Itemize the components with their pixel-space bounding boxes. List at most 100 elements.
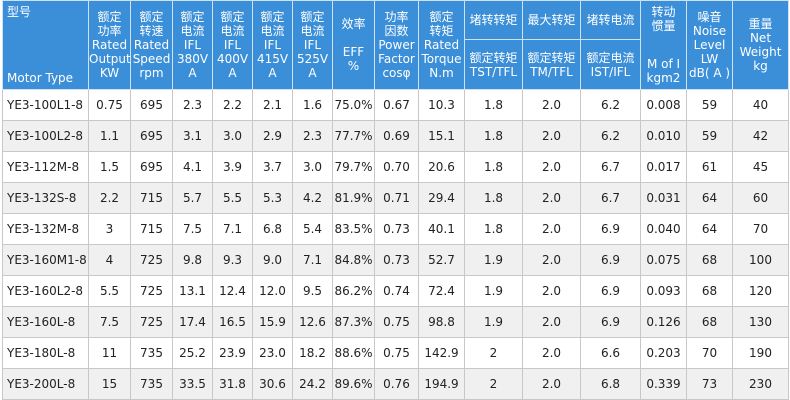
value-cell: 64: [686, 182, 733, 214]
value-cell: 2.0: [522, 120, 581, 152]
model-cell: YE3-180L-8: [2, 337, 89, 369]
value-cell: 15: [88, 368, 131, 400]
value-cell: 2.0: [522, 213, 581, 245]
header-line: 最大转矩: [527, 13, 576, 27]
header-cell: 堵转电流额定电流 IST/IFL: [580, 0, 641, 90]
value-cell: 1.9: [464, 275, 523, 307]
value-cell: 194.9: [418, 368, 465, 400]
value-cell: 5.4: [292, 213, 333, 245]
header-line: IFL: [183, 38, 202, 52]
table-row: YE3-132S-8 2.2 715 5.7 5.5 5.3 4.2 81.9% 0.71 29.…: [2, 182, 789, 214]
value-cell: 2.0: [522, 89, 581, 121]
value-cell: 60: [732, 182, 789, 214]
value-cell: 725: [130, 306, 173, 338]
value-cell: 2.3: [292, 120, 333, 152]
header-line: 额定转矩: [469, 50, 518, 65]
value-cell: 0.075: [640, 244, 687, 276]
value-cell: 1.8: [464, 151, 523, 183]
value-cell: 5.5: [88, 275, 131, 307]
value-cell: 70: [732, 213, 789, 245]
header-line: Output: [89, 52, 131, 66]
value-cell: 10.3: [418, 89, 465, 121]
value-cell: 7.5: [88, 306, 131, 338]
value-cell: 230: [732, 368, 789, 400]
header-lines: 重量 Net Weight kg: [733, 1, 788, 89]
value-cell: 83.5%: [332, 213, 375, 245]
header-line: 电流: [180, 24, 205, 38]
header-top: 型号: [7, 1, 88, 19]
value-cell: 23.9: [212, 337, 253, 369]
header-bottom: 额定转矩 TM/TFL: [523, 40, 580, 89]
header-line: Speed: [132, 52, 171, 66]
value-cell: 31.8: [212, 368, 253, 400]
header-line: 噪音: [697, 10, 722, 24]
value-cell: 6.9: [580, 306, 641, 338]
header-cell: 额定 电流 IFL 525V A: [292, 0, 333, 90]
header-lines: 额定 功率 Rated Output KW: [89, 1, 131, 89]
header-line: 因数: [384, 24, 409, 38]
value-cell: 695: [130, 89, 173, 121]
header-line: A: [308, 66, 317, 80]
table-row: YE3-132M-8 3 715 7.5 7.1 6.8 5.4 83.5% 0.73 40.1 1…: [2, 213, 789, 245]
header-line: 功率: [97, 24, 122, 38]
value-cell: 3.0: [212, 120, 253, 152]
value-cell: 0.76: [374, 368, 419, 400]
header-line: A: [228, 66, 237, 80]
value-cell: 73: [686, 368, 733, 400]
value-cell: 6.9: [580, 244, 641, 276]
header-line: 525V: [296, 52, 329, 66]
value-cell: 0.75: [374, 306, 419, 338]
value-cell: 59: [686, 120, 733, 152]
header-lines: 额定 转矩 Rated Torque N.m: [419, 1, 464, 89]
header-cell: 效率 EFF%: [332, 0, 375, 90]
value-cell: 0.69: [374, 120, 419, 152]
header-line: 功率: [384, 10, 409, 24]
value-cell: 0.75: [88, 89, 131, 121]
model-cell: YE3-100L1-8: [2, 89, 89, 121]
header-line: Noise: [692, 24, 727, 38]
value-cell: 735: [130, 368, 173, 400]
value-cell: 3.9: [212, 151, 253, 183]
header-top-text: 堵转转矩: [469, 13, 517, 27]
value-cell: 6.7: [580, 182, 641, 214]
value-cell: 6.8: [580, 368, 641, 400]
value-cell: 0.040: [640, 213, 687, 245]
value-cell: 6.7: [580, 151, 641, 183]
value-cell: 45: [732, 151, 789, 183]
header-lines: 额定 电流 IFL 415V A: [253, 1, 292, 89]
value-cell: 1.8: [464, 89, 523, 121]
header-line: 额定: [260, 10, 285, 24]
header-cell: 额定 电流 IFL 380V A: [172, 0, 213, 90]
value-cell: 100: [732, 244, 789, 276]
header-line: 堵转电流: [586, 13, 635, 27]
value-cell: 87.3%: [332, 306, 375, 338]
header-line: 效率: [341, 17, 366, 31]
value-cell: 2.9: [252, 120, 293, 152]
header-split: 堵转转矩 额定转矩 TST/TFL: [465, 1, 522, 89]
header-line: Power: [378, 38, 415, 52]
value-cell: 40: [732, 89, 789, 121]
header-line: M of I: [646, 57, 681, 71]
header-line: 额定: [429, 10, 454, 24]
value-cell: 79.7%: [332, 151, 375, 183]
value-cell: 715: [130, 213, 173, 245]
value-cell: 64: [686, 213, 733, 245]
table-row: YE3-180L-8 11 735 25.2 23.9 23.0 18.2 88.6% 0.75…: [2, 337, 789, 369]
value-cell: 2.1: [252, 89, 293, 121]
header-lines: 额定 电流 IFL 525V A: [293, 1, 332, 89]
header-line: 额定电流: [586, 50, 635, 65]
value-cell: 12.4: [212, 275, 253, 307]
value-cell: 5.3: [252, 182, 293, 214]
header-lines: 额定 转速 Rated Speed rpm: [131, 1, 172, 89]
header-bottom-text: 额定电流 IST/IFL: [581, 51, 640, 79]
value-cell: 120: [732, 275, 789, 307]
value-cell: 142.9: [418, 337, 465, 369]
header-line: 额定: [180, 10, 205, 24]
value-cell: 23.0: [252, 337, 293, 369]
value-cell: 29.4: [418, 182, 465, 214]
value-cell: 3.1: [172, 120, 213, 152]
table-row: YE3-160M1-8 4 725 9.8 9.3 9.0 7.1 84.8% 0.73 52.7…: [2, 244, 789, 276]
table-body: YE3-100L1-8 0.75 695 2.3 2.2 2.1 1.6 75.0% 0.67 1…: [2, 89, 789, 400]
